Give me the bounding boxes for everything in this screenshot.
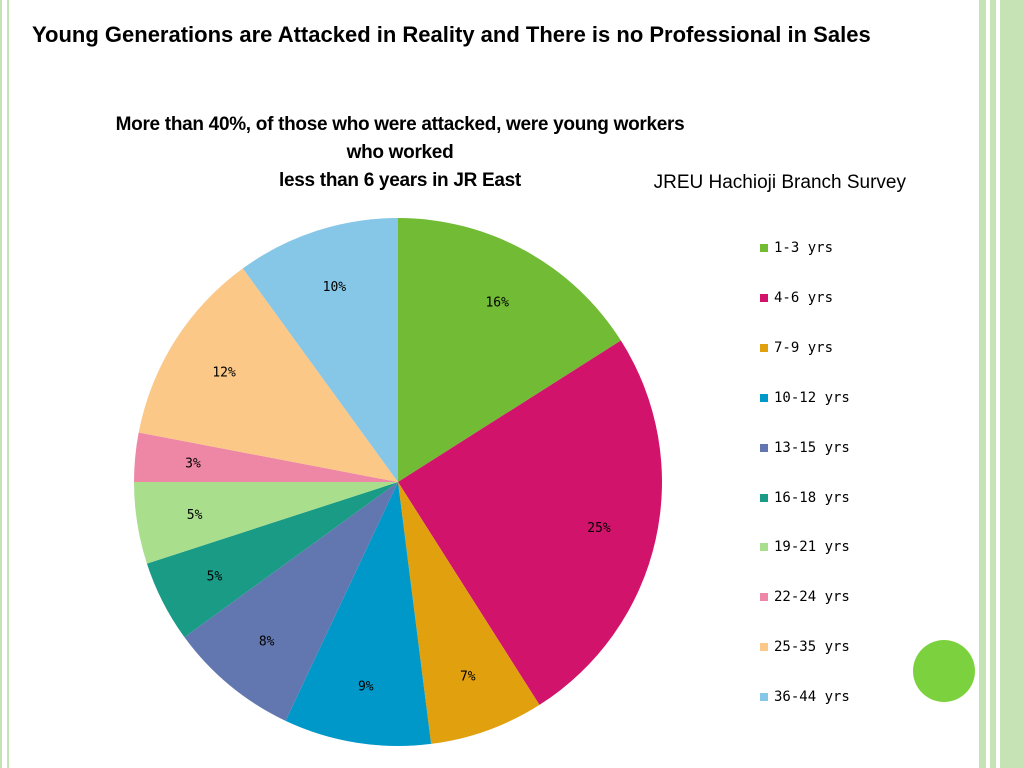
legend-swatch bbox=[760, 293, 768, 302]
pie-data-label: 5% bbox=[187, 508, 203, 523]
right-border-stripe bbox=[1000, 0, 1024, 768]
legend-item: 25-35 yrs bbox=[760, 637, 850, 657]
chart-subtitle: JREU Hachioji Branch Survey bbox=[653, 172, 906, 193]
legend-item: 13-15 yrs bbox=[760, 438, 850, 458]
left-border-stripe bbox=[0, 0, 2, 768]
legend-swatch bbox=[760, 443, 768, 452]
legend-swatch bbox=[760, 543, 768, 552]
pie-data-label: 9% bbox=[358, 679, 374, 694]
legend-label: 36-44 yrs bbox=[774, 689, 850, 706]
pie-data-label: 5% bbox=[207, 570, 223, 585]
pie-slice-4-6-yrs bbox=[398, 340, 662, 705]
legend-item: 1-3 yrs bbox=[760, 238, 833, 258]
legend-label: 10-12 yrs bbox=[774, 389, 850, 406]
legend-swatch bbox=[760, 343, 768, 352]
pie-slice-22-24-yrs bbox=[134, 432, 398, 482]
pie-data-label: 25% bbox=[587, 521, 611, 536]
legend-label: 22-24 yrs bbox=[774, 589, 850, 606]
pie-data-label: 8% bbox=[259, 635, 275, 650]
chart-title-line-1: More than 40%, of those who were attacke… bbox=[115, 114, 685, 163]
pie-slice-36-44-yrs bbox=[242, 218, 398, 482]
legend-item: 4-6 yrs bbox=[760, 288, 833, 308]
chart-title: More than 40%, of those who were attacke… bbox=[95, 111, 705, 195]
right-border-stripe bbox=[979, 0, 986, 768]
legend-swatch bbox=[760, 693, 768, 702]
legend-item: 7-9 yrs bbox=[760, 338, 833, 358]
chart-title-line-2: less than 6 years in JR East bbox=[279, 170, 521, 191]
legend-item: 19-21 yrs bbox=[760, 537, 850, 557]
pie-data-label: 7% bbox=[460, 670, 476, 685]
pie-data-label: 16% bbox=[485, 296, 509, 311]
pie-slice-19-21-yrs bbox=[134, 482, 398, 564]
pie-data-label: 10% bbox=[323, 280, 347, 295]
pie-slice-16-18-yrs bbox=[146, 482, 398, 638]
legend-item: 16-18 yrs bbox=[760, 488, 850, 508]
pie-slice-13-15-yrs bbox=[184, 482, 398, 721]
pie-slice-7-9-yrs bbox=[398, 482, 540, 744]
legend-label: 25-35 yrs bbox=[774, 639, 850, 656]
legend-label: 7-9 yrs bbox=[774, 339, 834, 356]
pie-data-label: 12% bbox=[212, 366, 236, 381]
legend-label: 13-15 yrs bbox=[774, 439, 850, 456]
right-border-stripe bbox=[990, 0, 996, 768]
legend-label: 16-18 yrs bbox=[774, 489, 850, 506]
legend-label: 1-3 yrs bbox=[774, 240, 834, 256]
pie-data-label: 3% bbox=[185, 457, 201, 472]
legend-swatch bbox=[760, 593, 768, 602]
slide-title: Young Generations are Attacked in Realit… bbox=[32, 22, 871, 47]
legend-swatch bbox=[760, 393, 768, 402]
legend-swatch bbox=[760, 493, 768, 502]
legend-swatch bbox=[760, 643, 768, 652]
pie-slice-10-12-yrs bbox=[285, 482, 432, 747]
left-border-stripe bbox=[7, 0, 9, 768]
pie-slice-25-35-yrs bbox=[138, 268, 398, 482]
legend-swatch bbox=[760, 244, 768, 252]
accent-circle bbox=[913, 640, 975, 702]
legend-item: 36-44 yrs bbox=[760, 687, 850, 707]
legend-item: 10-12 yrs bbox=[760, 388, 850, 408]
legend-label: 4-6 yrs bbox=[774, 289, 834, 306]
pie-slice-1-3-yrs bbox=[398, 218, 621, 482]
legend-item: 22-24 yrs bbox=[760, 587, 850, 607]
legend-label: 19-21 yrs bbox=[774, 539, 850, 556]
